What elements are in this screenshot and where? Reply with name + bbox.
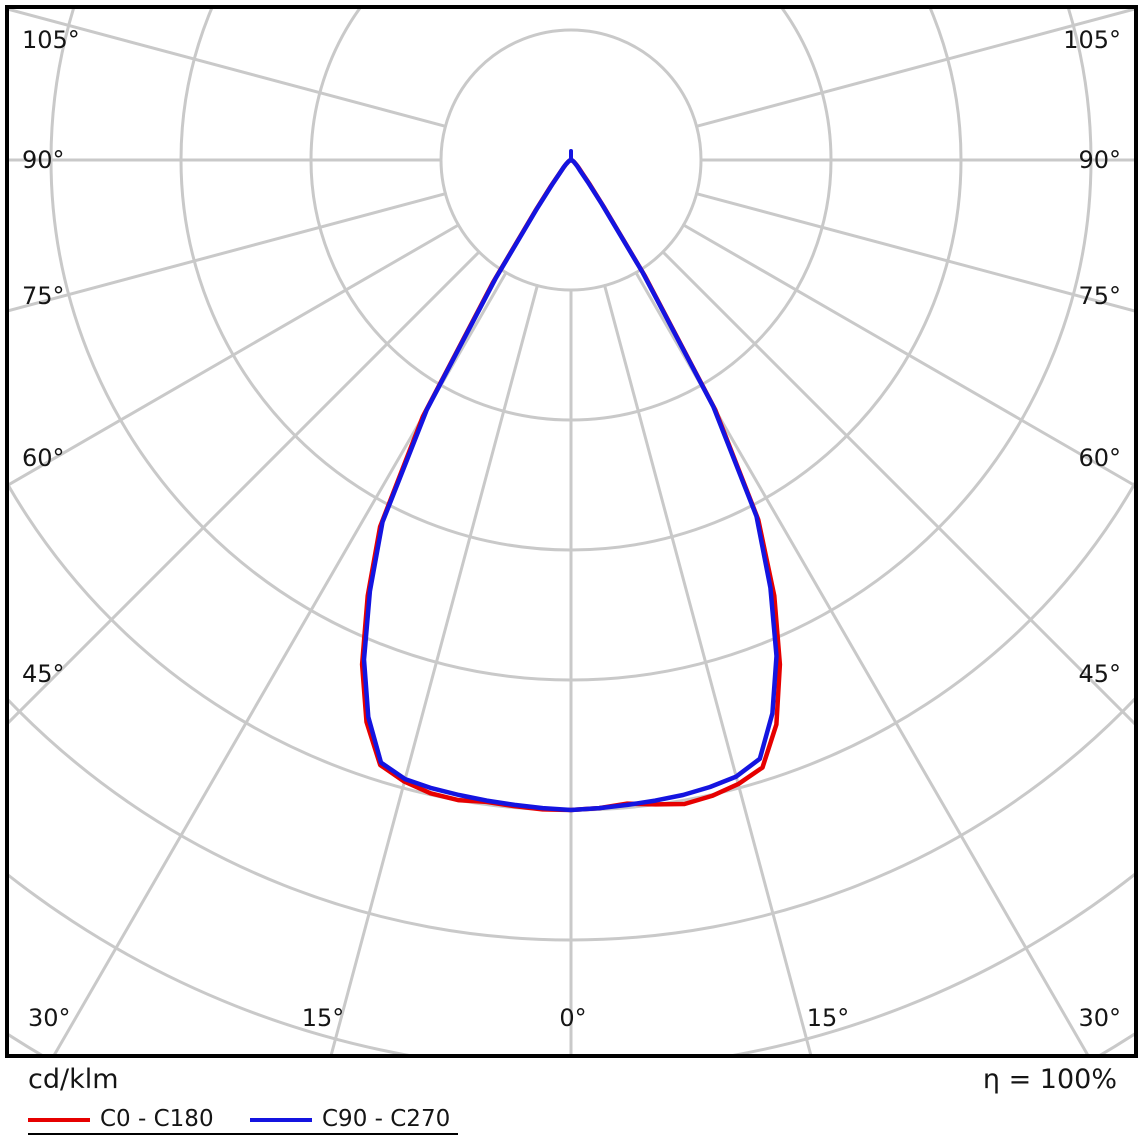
angle-label-left-90: 90°	[22, 146, 65, 174]
angle-label-bottom-30-right: 30°	[1078, 1004, 1121, 1032]
unit-label: cd/klm	[28, 1064, 119, 1095]
legend-swatch-c90-c270	[250, 1118, 312, 1122]
angle-label-bottom-30-left: 30°	[28, 1004, 71, 1032]
angle-label-right-105: 105°	[1063, 26, 1121, 54]
efficiency-label: η = 100%	[982, 1064, 1117, 1095]
legend-underline	[28, 1133, 458, 1135]
angle-label-left-75: 75°	[22, 282, 65, 310]
angle-label-right-90: 90°	[1078, 146, 1121, 174]
angle-label-bottom-15-right: 15°	[806, 1004, 850, 1032]
angle-label-left-60: 60°	[22, 444, 65, 472]
angle-label-bottom-15-left: 15°	[301, 1004, 345, 1032]
legend-label-c90-c270: C90 - C270	[322, 1106, 451, 1132]
angle-label-right-75: 75°	[1078, 282, 1121, 310]
angle-label-left-105: 105°	[22, 26, 80, 54]
angle-label-right-45: 45°	[1078, 660, 1121, 688]
angle-label-right-60: 60°	[1078, 444, 1121, 472]
legend-swatch-c0-c180	[28, 1118, 90, 1122]
angle-label-bottom-0: 0°	[559, 1004, 587, 1032]
legend-label-c0-c180: C0 - C180	[100, 1106, 214, 1132]
legend: C0 - C180 C90 - C270	[0, 1104, 1143, 1138]
angle-label-left-45: 45°	[22, 660, 65, 688]
